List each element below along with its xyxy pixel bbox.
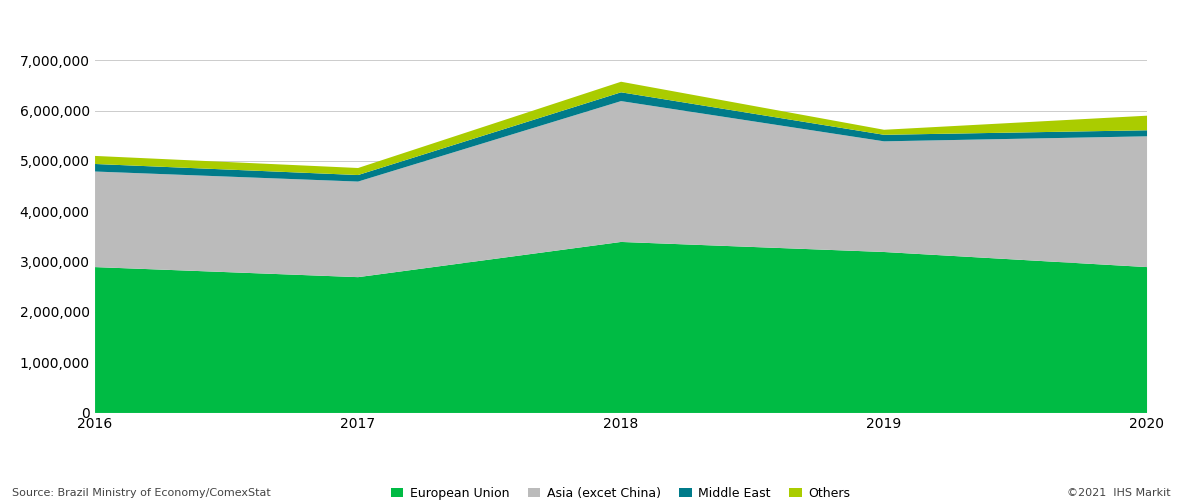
Text: Soymeal Exports by Revenue 2016-2020: Soymeal Exports by Revenue 2016-2020 — [12, 11, 455, 30]
Text: Source: Brazil Ministry of Economy/ComexStat: Source: Brazil Ministry of Economy/Comex… — [12, 488, 271, 498]
Text: ©2021  IHS Markit: ©2021 IHS Markit — [1066, 488, 1170, 498]
Legend: European Union, Asia (excet China), Middle East, Others: European Union, Asia (excet China), Midd… — [387, 482, 855, 503]
